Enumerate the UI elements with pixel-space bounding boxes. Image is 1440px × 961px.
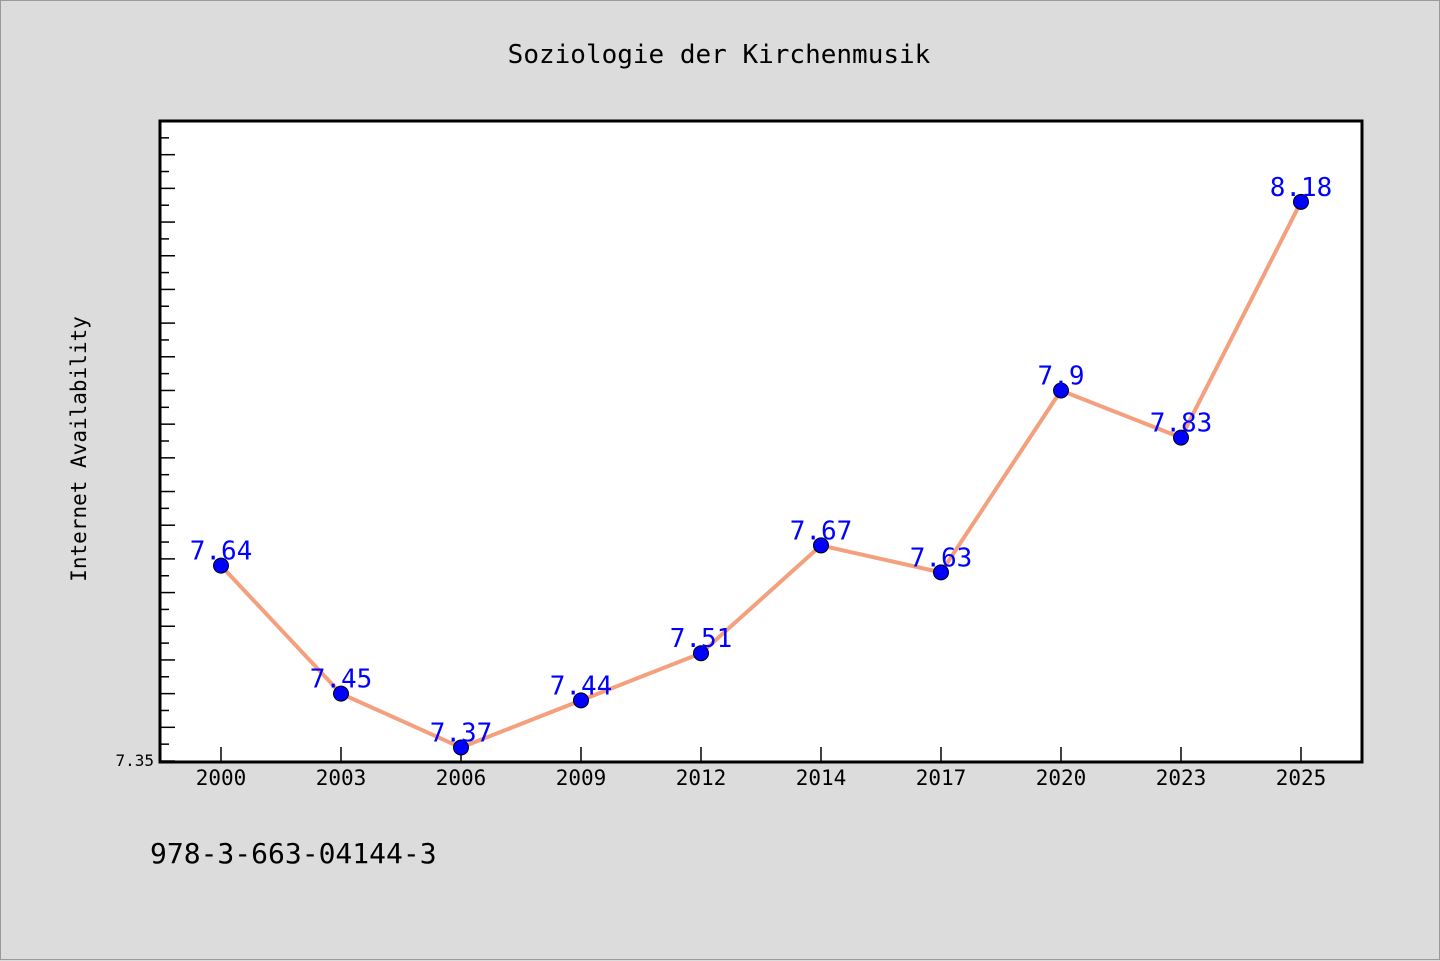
data-point [573, 692, 589, 709]
data-point [813, 537, 829, 554]
data-point [1053, 382, 1069, 399]
series-line [219, 200, 1303, 750]
data-label: 7.63 [910, 543, 973, 573]
data-label: 7.45 [310, 665, 373, 695]
data-label: 7.51 [670, 624, 733, 654]
data-point [213, 557, 229, 574]
x-tick-label: 2014 [796, 766, 847, 790]
x-tick-label: 2009 [556, 766, 607, 790]
data-label: 7.37 [430, 719, 493, 749]
data-label: 7.83 [1150, 409, 1213, 439]
data-point [333, 685, 349, 702]
y-tick-label: 7.35 [115, 751, 154, 770]
data-point [453, 739, 469, 756]
y-axis-ticks: 7.35 [115, 120, 175, 770]
data-point [1293, 193, 1309, 210]
x-tick-label: 2012 [676, 766, 727, 790]
data-label: 7.9 [1038, 361, 1085, 391]
x-axis-ticks: 2000 2003 2006 2009 2012 2014 2017 2020 2023 2025 [196, 747, 1327, 790]
x-tick-label: 2000 [196, 766, 247, 790]
series-layer: 7.64 7.45 7.37 7.44 7.51 7.67 7.63 7.9 7.83 8.18 [190, 173, 1333, 756]
data-label: 7.67 [790, 516, 853, 546]
data-label: 7.44 [550, 671, 613, 701]
x-tick-label: 2020 [1036, 766, 1087, 790]
plot-area [158, 119, 1364, 764]
x-tick-label: 2006 [436, 766, 487, 790]
x-tick-label: 2017 [916, 766, 967, 790]
x-tick-label: 2025 [1276, 766, 1327, 790]
data-label: 7.64 [190, 537, 253, 567]
isbn-text: 978-3-663-04144-3 [150, 837, 437, 870]
data-point [1173, 429, 1189, 446]
y-axis-label: Internet Availability [67, 316, 91, 582]
data-label: 8.18 [1270, 173, 1333, 203]
data-point [693, 645, 709, 662]
x-tick-label: 2023 [1156, 766, 1207, 790]
x-tick-label: 2003 [316, 766, 367, 790]
data-point [933, 564, 949, 581]
chart-title: Soziologie der Kirchenmusik [508, 40, 931, 70]
